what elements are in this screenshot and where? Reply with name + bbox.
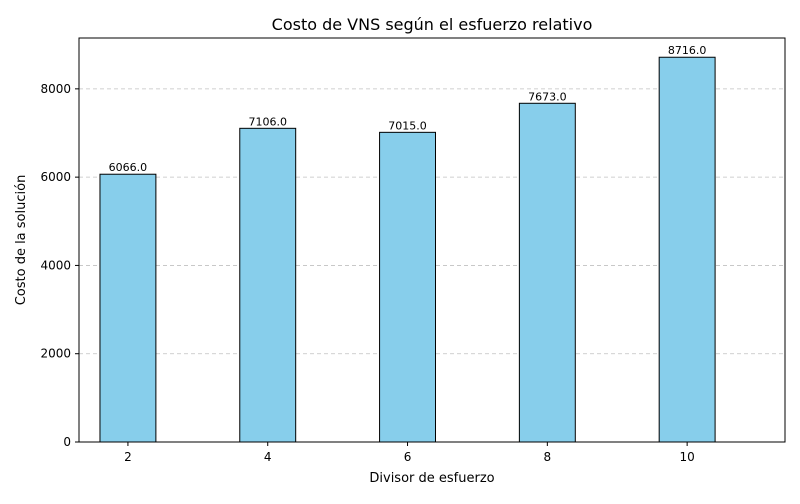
- bar-value-label: 6066.0: [109, 161, 148, 174]
- y-tick-label: 8000: [40, 82, 71, 96]
- bar: [239, 127, 297, 443]
- bar: [518, 102, 576, 443]
- x-tick-label: 2: [124, 450, 132, 464]
- y-tick-label: 4000: [40, 258, 71, 272]
- bar-series: [99, 56, 716, 443]
- x-tick-label: 4: [264, 450, 272, 464]
- bar-value-labels: 6066.0 7106.0 7015.0 7673.0 8716.0: [109, 44, 707, 174]
- bar-value-label: 8716.0: [668, 44, 707, 57]
- x-tick-label: 6: [404, 450, 412, 464]
- y-tick-label: 2000: [40, 347, 71, 361]
- y-axis-ticks: 0 2000 4000 6000 8000: [40, 82, 79, 449]
- bar-value-label: 7015.0: [388, 119, 427, 132]
- y-axis-label: Costo de la solución: [14, 175, 29, 306]
- bar-value-label: 7673.0: [528, 90, 567, 103]
- chart-title: Costo de VNS según el esfuerzo relativo: [272, 15, 593, 34]
- x-axis-label: Divisor de esfuerzo: [369, 471, 494, 486]
- y-tick-label: 6000: [40, 170, 71, 184]
- x-tick-label: 8: [544, 450, 552, 464]
- plot-area-frame: [78, 37, 786, 443]
- bar: [99, 173, 157, 443]
- x-tick-label: 10: [679, 450, 694, 464]
- y-tick-label: 0: [63, 435, 71, 449]
- bar-value-label: 7106.0: [248, 115, 287, 128]
- bar: [379, 131, 436, 443]
- x-axis-ticks: 2 4 6 8 10: [124, 442, 695, 464]
- bar: [658, 56, 716, 443]
